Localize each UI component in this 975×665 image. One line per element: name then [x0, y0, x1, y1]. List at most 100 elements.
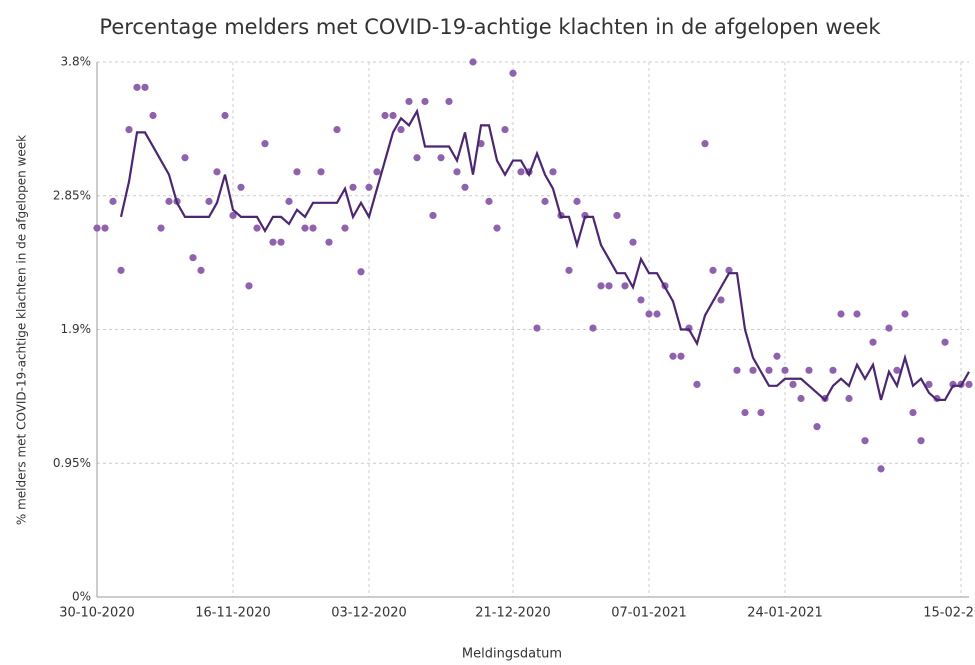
data-point: [797, 394, 805, 403]
data-point: [621, 282, 629, 290]
y-tick-label: 2.85%: [53, 188, 91, 202]
data-point: [237, 183, 245, 191]
data-point: [781, 366, 789, 374]
data-point: [741, 408, 749, 417]
data-point: [445, 97, 453, 106]
data-point: [229, 211, 237, 220]
data-point: [397, 125, 405, 134]
data-point: [597, 282, 605, 290]
data-point: [925, 380, 933, 389]
data-point: [117, 266, 125, 274]
data-point: [333, 125, 341, 134]
data-point: [861, 437, 869, 445]
data-point: [493, 224, 501, 232]
data-point: [189, 254, 197, 262]
data-point: [941, 338, 949, 346]
data-point: [717, 296, 725, 304]
x-tick-label: 15-02-2021: [923, 606, 975, 621]
x-tick-label: 07-01-2021: [611, 606, 687, 621]
data-point: [165, 197, 173, 205]
data-point: [541, 197, 549, 205]
data-point: [573, 197, 581, 205]
data-point: [405, 97, 413, 106]
x-tick-label: 03-12-2020: [331, 606, 407, 621]
data-point: [373, 168, 381, 176]
data-point: [277, 238, 285, 246]
data-point: [245, 282, 253, 290]
data-point: [901, 310, 909, 318]
data-point: [141, 83, 149, 91]
data-point: [221, 111, 229, 120]
y-tick-label: 0.95%: [53, 456, 91, 470]
data-point: [437, 154, 445, 162]
trend-line: [119, 108, 970, 402]
data-point: [341, 224, 349, 232]
data-point: [645, 310, 653, 318]
data-point: [485, 197, 493, 205]
data-point: [885, 324, 893, 332]
data-point: [293, 168, 301, 176]
data-point: [413, 154, 421, 162]
data-point: [501, 125, 509, 134]
data-point: [805, 366, 813, 374]
data-point: [837, 310, 845, 318]
data-point: [765, 366, 773, 374]
data-point: [749, 366, 757, 374]
data-point: [773, 352, 781, 360]
data-point: [669, 352, 677, 360]
data-point: [325, 238, 333, 246]
y-tick-label: 0%: [72, 590, 91, 604]
data-point: [589, 324, 597, 332]
data-point: [197, 266, 205, 274]
data-point: [517, 168, 525, 176]
data-point: [709, 266, 717, 274]
data-point: [381, 111, 389, 120]
data-point: [421, 97, 429, 106]
data-point: [125, 125, 133, 134]
data-point: [109, 197, 117, 205]
data-point: [429, 211, 437, 220]
data-point: [157, 224, 165, 232]
y-axis-label: % melders met COVID-19-achtige klachten …: [15, 135, 29, 525]
data-point: [509, 69, 517, 77]
data-point: [253, 224, 261, 232]
data-point: [637, 296, 645, 304]
data-point: [629, 238, 637, 246]
data-point: [613, 211, 621, 220]
data-point: [181, 154, 189, 162]
data-point: [789, 380, 797, 389]
data-point: [213, 168, 221, 176]
data-point: [653, 310, 661, 318]
data-point: [309, 224, 317, 232]
x-tick-label: 30-10-2020: [59, 606, 135, 621]
data-point: [829, 366, 837, 374]
data-point: [389, 111, 397, 120]
data-point: [565, 266, 573, 274]
x-tick-label: 24-01-2021: [747, 606, 823, 621]
data-point: [677, 352, 685, 360]
data-point: [285, 197, 293, 205]
data-point: [301, 224, 309, 232]
data-point: [365, 183, 373, 191]
data-point: [733, 366, 741, 374]
data-point: [549, 168, 557, 176]
data-point: [869, 338, 877, 346]
data-point: [357, 268, 365, 276]
data-point: [845, 394, 853, 403]
data-point: [757, 408, 765, 417]
data-point: [317, 168, 325, 176]
data-point: [965, 380, 973, 389]
x-tick-label: 21-12-2020: [475, 606, 551, 621]
data-point: [149, 111, 157, 120]
x-axis-label: Meldingsdatum: [462, 647, 562, 662]
data-point: [269, 238, 277, 246]
data-point: [205, 197, 213, 205]
y-tick-label: 1.9%: [61, 322, 92, 336]
data-point: [93, 224, 101, 232]
data-point: [261, 140, 269, 148]
y-tick-label: 3.8%: [61, 55, 92, 69]
data-point: [893, 366, 901, 374]
data-point: [605, 282, 613, 290]
data-point: [133, 83, 141, 91]
